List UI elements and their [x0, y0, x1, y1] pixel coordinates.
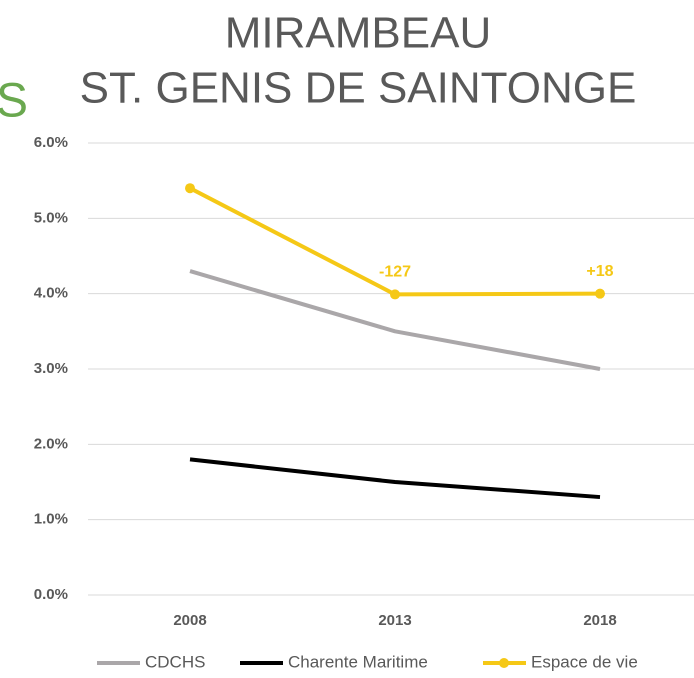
annotation: +18 — [586, 263, 613, 280]
point-marker — [390, 289, 400, 300]
y-tick-label: 4.0% — [34, 285, 68, 302]
x-tick-label: 2008 — [173, 612, 206, 629]
y-tick-label: 6.0% — [34, 134, 68, 151]
y-tick-label: 0.0% — [34, 586, 68, 603]
y-tick-label: 5.0% — [34, 209, 68, 226]
legend-label: Charente Maritime — [288, 652, 428, 671]
chart-title: MIRAMBEAU — [225, 9, 491, 58]
point-marker — [595, 288, 605, 299]
y-tick-label: 3.0% — [34, 360, 68, 377]
point-marker — [185, 183, 195, 194]
y-tick-label: 2.0% — [34, 435, 68, 452]
series-line — [189, 457, 601, 500]
legend-label: CDCHS — [145, 652, 205, 671]
legend-marker — [499, 658, 509, 668]
annotation: -127 — [379, 264, 411, 281]
side-text: S — [0, 75, 28, 128]
chart-subtitle: ST. GENIS DE SAINTONGE — [80, 64, 637, 113]
x-tick-label: 2018 — [583, 612, 616, 629]
legend-label: Espace de vie — [531, 652, 638, 671]
x-tick-label: 2013 — [378, 612, 411, 629]
y-tick-label: 1.0% — [34, 511, 68, 528]
series-line — [189, 269, 601, 371]
